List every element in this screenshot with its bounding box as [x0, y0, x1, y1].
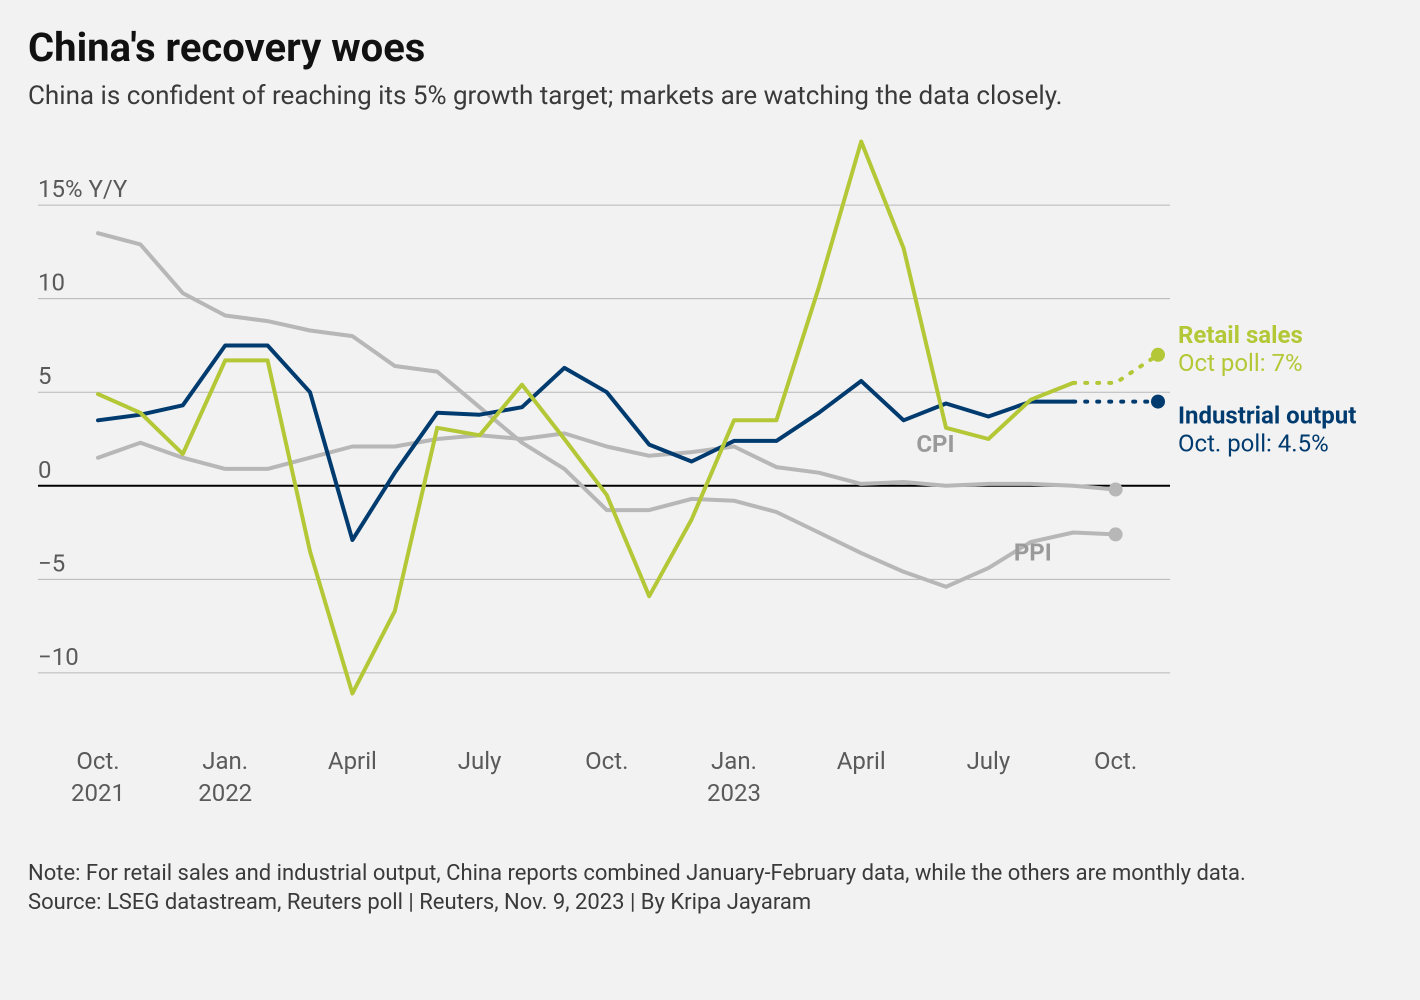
y-tick-label: 0: [38, 456, 52, 484]
x-tick-label: July: [458, 747, 502, 775]
chart-container: China's recovery woes China is confident…: [0, 0, 1420, 1000]
series-label-retail: Retail sales: [1178, 321, 1303, 349]
series-label-industrial: Industrial output: [1178, 402, 1356, 430]
x-tick-label: April: [328, 747, 377, 775]
series-poll-retail: Oct poll: 7%: [1178, 349, 1303, 377]
x-tick-label-year: 2023: [707, 779, 761, 807]
x-tick-label-year: 2021: [71, 779, 125, 807]
x-tick-label: Jan.: [202, 747, 248, 775]
chart-area: −10 −5 0 5 10 15% Y/Y Oct. 2021 Jan. 2022 April Jul…: [28, 129, 1392, 849]
x-tick-label-year: 2022: [198, 779, 252, 807]
series-label-ppi: PPI: [1014, 539, 1052, 567]
series-endpoint-cpi: [1109, 483, 1123, 497]
series-poll-industrial: Oct. poll: 4.5%: [1178, 430, 1329, 458]
series-line-cpi: [98, 433, 1116, 489]
y-tick-label: 10: [38, 269, 65, 297]
x-tick-label: Oct.: [76, 747, 119, 775]
series-endpoint-ppi: [1109, 527, 1123, 541]
series-forecast-retail: [1073, 355, 1158, 383]
line-chart-svg: −10 −5 0 5 10 15% Y/Y Oct. 2021 Jan. 2022 April Jul…: [28, 129, 1392, 849]
y-tick-label: −10: [38, 643, 79, 671]
series-line-retail: [98, 142, 1073, 694]
series-label-cpi: CPI: [916, 430, 954, 458]
x-tick-label: July: [967, 747, 1011, 775]
footer-note: Note: For retail sales and industrial ou…: [28, 861, 1392, 886]
y-tick-label: −5: [38, 549, 65, 577]
y-tick-label: 5: [38, 362, 52, 390]
x-tick-label: Oct.: [1094, 747, 1137, 775]
footer-source: Source: LSEG datastream, Reuters poll | …: [28, 890, 1392, 915]
chart-subtitle: China is confident of reaching its 5% gr…: [28, 81, 1392, 111]
y-tick-label: 15% Y/Y: [38, 175, 128, 203]
x-tick-label: April: [837, 747, 886, 775]
x-tick-label: Oct.: [585, 747, 628, 775]
x-tick-label: Jan.: [711, 747, 757, 775]
chart-title: China's recovery woes: [28, 24, 1392, 71]
series-endpoint-industrial: [1151, 395, 1165, 409]
series-endpoint-retail: [1151, 348, 1165, 362]
